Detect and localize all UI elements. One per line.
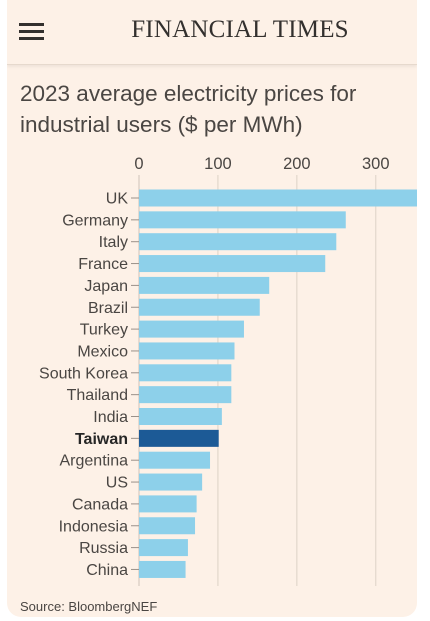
category-label-italy: Italy — [99, 234, 128, 251]
category-label-thailand: Thailand — [67, 387, 128, 404]
category-label-argentina: Argentina — [60, 453, 129, 470]
x-tick-label-200: 200 — [283, 155, 311, 173]
bar-thailand — [139, 386, 232, 404]
category-label-india: India — [93, 409, 128, 426]
category-label-uk: UK — [106, 191, 129, 208]
masthead: FINANCIAL TIMES — [7, 0, 417, 65]
bar-south-korea — [139, 364, 232, 382]
category-label-us: US — [106, 475, 128, 492]
bar-taiwan — [139, 429, 219, 447]
category-label-germany: Germany — [62, 212, 128, 229]
bar-us — [139, 473, 203, 491]
bar-germany — [139, 211, 346, 229]
bar-japan — [139, 276, 270, 294]
category-label-brazil: Brazil — [88, 300, 128, 317]
x-tick-label-300: 300 — [362, 155, 390, 173]
source-note: Source: BloombergNEF — [20, 599, 158, 614]
bar-indonesia — [139, 517, 196, 535]
bar-canada — [139, 495, 197, 513]
bar-mexico — [139, 342, 235, 360]
x-tick-label-0: 0 — [134, 155, 143, 173]
bar-uk — [139, 189, 417, 207]
category-label-france: France — [78, 256, 128, 273]
category-label-russia: Russia — [79, 540, 128, 557]
category-label-south-korea: South Korea — [39, 365, 128, 382]
category-label-turkey: Turkey — [80, 322, 128, 339]
bar-chart: 0 100 200 300 UK Germany Italy France Japan Brazi… — [39, 155, 417, 586]
x-tick-label-100: 100 — [204, 155, 232, 173]
bar-argentina — [139, 451, 211, 469]
brand-logo[interactable]: FINANCIAL TIMES — [131, 16, 349, 43]
bar-russia — [139, 539, 188, 557]
category-label-indonesia: Indonesia — [59, 518, 128, 535]
hamburger-menu-icon[interactable] — [19, 23, 44, 41]
category-label-mexico: Mexico — [77, 343, 128, 360]
bar-turkey — [139, 320, 244, 338]
bar-india — [139, 408, 222, 425]
chart-title: 2023 average electricity prices for indu… — [20, 81, 357, 137]
category-label-china: China — [86, 562, 128, 579]
category-label-taiwan: Taiwan — [75, 431, 128, 448]
chart-card: FINANCIAL TIMES 2023 average electricity… — [7, 0, 417, 617]
bar-brazil — [139, 298, 260, 316]
category-label-canada: Canada — [72, 496, 128, 513]
bar-france — [139, 255, 326, 273]
category-label-japan: Japan — [84, 278, 128, 295]
bar-china — [139, 560, 186, 578]
bar-italy — [139, 233, 337, 251]
